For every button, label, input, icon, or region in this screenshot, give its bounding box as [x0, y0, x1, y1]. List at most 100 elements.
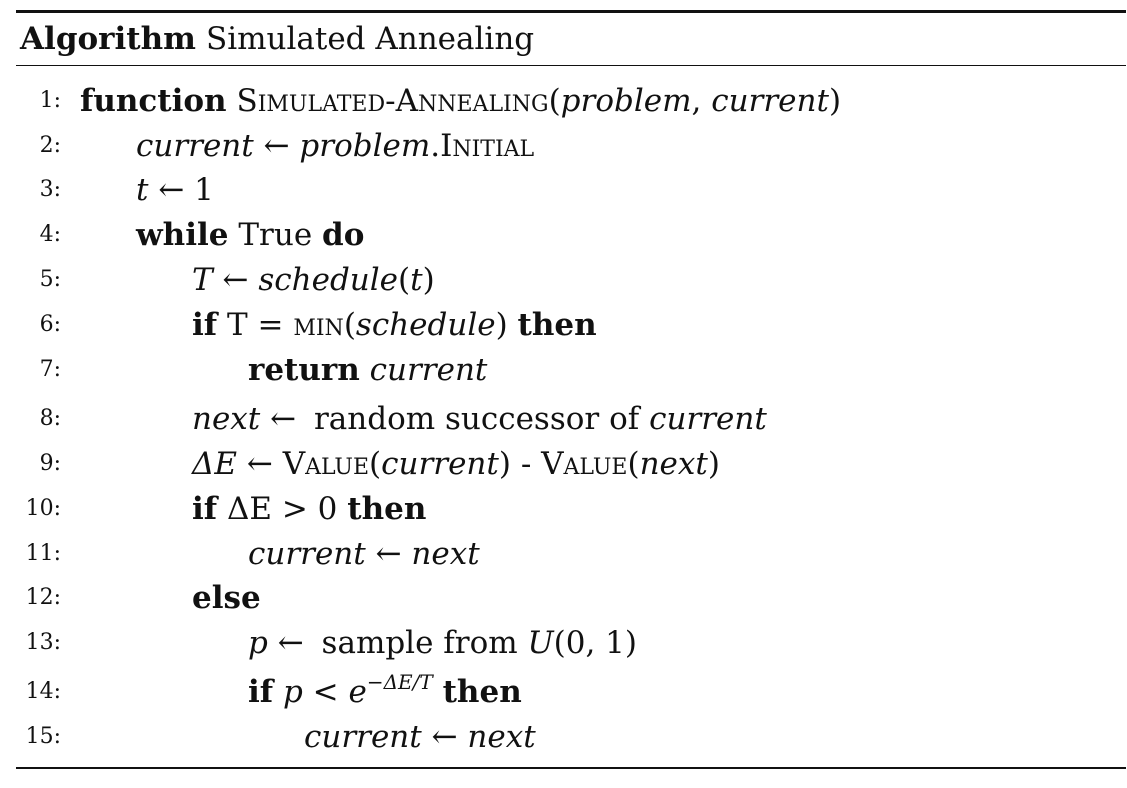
- variable-next: next: [639, 446, 708, 482]
- assign-arrow: ←: [267, 625, 314, 661]
- line-code: function Simulated-Annealing(problem, cu…: [80, 79, 841, 123]
- variable-current: current: [381, 446, 499, 482]
- paren-close: ): [707, 446, 720, 482]
- value-one: 1: [194, 172, 214, 208]
- keyword-function: function: [80, 83, 227, 119]
- param-problem: problem: [560, 83, 692, 119]
- line-code: if ΔE > 0 then: [192, 487, 426, 531]
- line-code: else: [192, 576, 261, 620]
- exponent: −ΔE/T: [366, 669, 433, 694]
- line-code: current ← problem.Initial: [136, 124, 534, 168]
- assign-arrow: ←: [148, 172, 195, 208]
- while-condition: True: [238, 217, 313, 253]
- line-number: 12:: [25, 585, 61, 610]
- variable-next: next: [467, 719, 536, 755]
- line-number: 2:: [39, 133, 61, 158]
- assign-arrow: ←: [253, 128, 300, 164]
- top-rule: [16, 10, 1126, 13]
- keyword-return: return: [248, 352, 360, 388]
- keyword-do: do: [322, 217, 365, 253]
- algorithm-caption: Algorithm Simulated Annealing: [16, 13, 1126, 65]
- param-separator: ,: [691, 83, 712, 119]
- assign-arrow: ←: [365, 536, 412, 572]
- function-value: Value: [541, 446, 628, 482]
- keyword-if: if: [192, 307, 218, 343]
- paren-open: (: [627, 446, 640, 482]
- bottom-rule: [16, 767, 1126, 769]
- variable-current: current: [304, 719, 422, 755]
- line-number: 11:: [25, 541, 61, 566]
- if-condition: T =: [226, 307, 294, 343]
- keyword-then: then: [517, 307, 597, 343]
- assign-arrow: ←: [212, 262, 259, 298]
- line-code: ΔE ← Value(current) - Value(next): [192, 442, 720, 486]
- paren-close: ): [828, 83, 842, 119]
- line-number: 14:: [25, 679, 61, 704]
- line-number: 6:: [39, 312, 61, 337]
- variable-current: current: [649, 401, 767, 437]
- paren-open: (: [398, 262, 411, 298]
- function-name: Simulated-Annealing: [236, 83, 549, 119]
- function-min: min: [293, 307, 344, 343]
- variable-t: t: [410, 262, 423, 298]
- variable-current: current: [248, 536, 366, 572]
- function-schedule: schedule: [258, 262, 399, 298]
- algorithm-body: 1: function Simulated-Annealing(problem,…: [16, 66, 1126, 766]
- variable-t: t: [136, 172, 149, 208]
- line-number: 7:: [39, 357, 61, 382]
- function-value: Value: [282, 446, 370, 482]
- line-number: 8:: [39, 406, 61, 431]
- assign-arrow: ←: [260, 401, 306, 437]
- paren-close: ): [498, 446, 511, 482]
- variable-delta-e: ΔE: [192, 446, 238, 482]
- keyword-while: while: [136, 217, 229, 253]
- if-condition: ΔE > 0: [226, 491, 338, 527]
- line-code: return current: [248, 348, 487, 392]
- line-code: if T = min(schedule) then: [192, 303, 597, 347]
- distribution-u: U: [527, 625, 554, 661]
- sample-from-text: sample from: [321, 625, 528, 661]
- if-condition: p < e: [282, 674, 367, 710]
- line-number: 10:: [25, 496, 61, 521]
- random-successor-text: random successor of: [313, 401, 650, 437]
- line-code: next ← random successor of current: [192, 397, 767, 441]
- variable-p: p: [248, 625, 268, 661]
- variable-current: current: [369, 352, 488, 388]
- algorithm-box: Algorithm Simulated Annealing 1: functio…: [16, 10, 1126, 769]
- caption-rule: [16, 65, 1126, 66]
- assign-arrow: ←: [421, 719, 468, 755]
- assign-arrow: ←: [237, 446, 283, 482]
- minus-sign: -: [510, 446, 542, 482]
- line-code: t ← 1: [136, 168, 214, 212]
- line-number: 1:: [39, 88, 61, 113]
- keyword-then: then: [442, 674, 522, 710]
- member-initial: Initial: [440, 128, 535, 164]
- line-number: 13:: [25, 630, 61, 655]
- distribution-range: (0, 1): [553, 625, 637, 661]
- caption-label: Algorithm: [20, 21, 196, 57]
- line-number: 9:: [39, 451, 61, 476]
- line-number: 4:: [39, 222, 61, 247]
- variable-next: next: [192, 401, 261, 437]
- caption-name: Simulated Annealing: [205, 21, 535, 57]
- variable-problem: problem: [299, 128, 431, 164]
- keyword-then: then: [347, 491, 427, 527]
- line-code: while True do: [136, 213, 364, 257]
- paren-open: (: [369, 446, 382, 482]
- line-code: current ← next: [304, 715, 536, 759]
- variable-schedule: schedule: [355, 307, 496, 343]
- line-number: 3:: [39, 177, 61, 202]
- line-number: 15:: [25, 724, 61, 749]
- member-dot: .: [430, 128, 441, 164]
- line-code: if p < e−ΔE/T then: [248, 670, 522, 714]
- variable-T: T: [192, 262, 213, 298]
- paren-open: (: [343, 307, 356, 343]
- line-code: current ← next: [248, 532, 480, 576]
- param-current: current: [711, 83, 829, 119]
- paren-close: ): [422, 262, 435, 298]
- paren-close: ): [495, 307, 508, 343]
- line-code: T ← schedule(t): [192, 258, 435, 302]
- line-code: p ← sample from U(0, 1): [248, 621, 637, 665]
- keyword-if: if: [192, 491, 218, 527]
- variable-current: current: [136, 128, 254, 164]
